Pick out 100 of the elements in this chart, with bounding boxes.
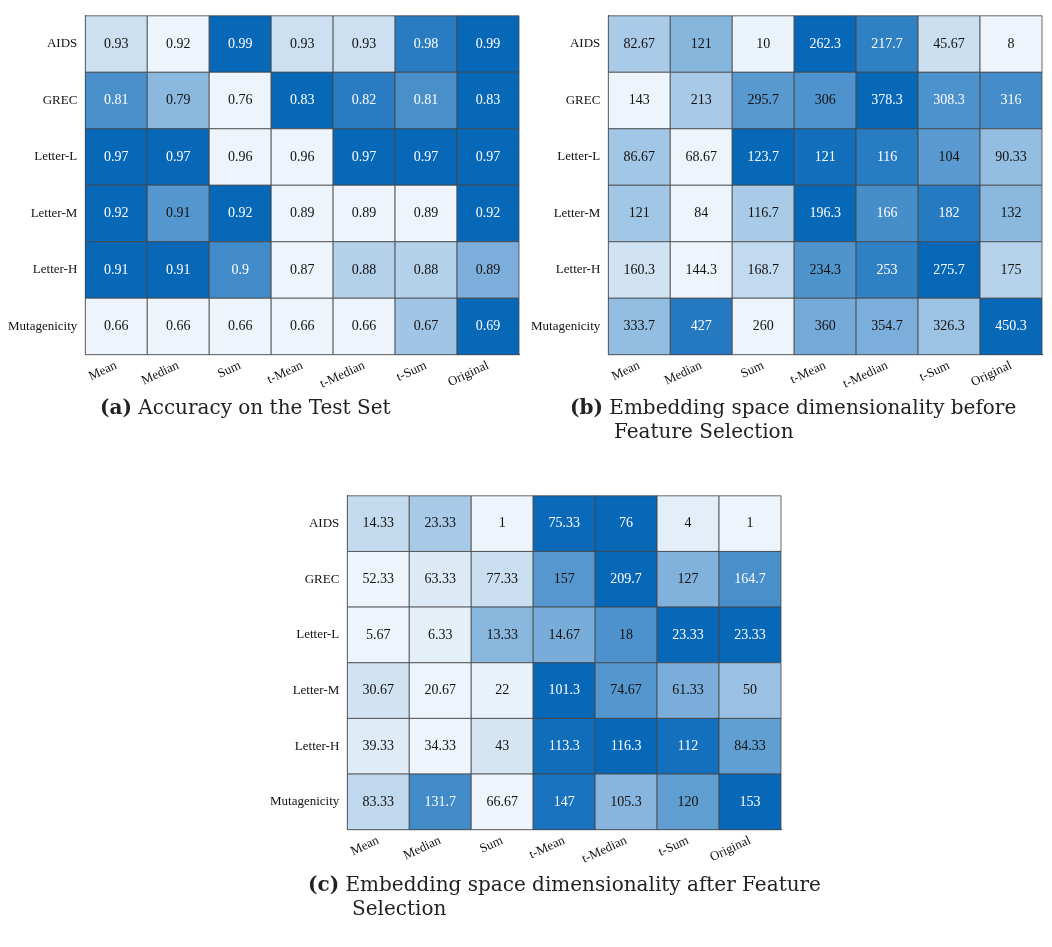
data-label: 1: [498, 515, 506, 531]
data-label: 84: [694, 205, 709, 221]
data-label: 120: [677, 793, 699, 809]
data-label: 153: [739, 793, 761, 809]
x-tick-label: t-Sum: [655, 832, 691, 860]
data-label: 217.7: [871, 35, 903, 51]
data-label: 0.82: [351, 92, 377, 108]
data-label: 0.66: [351, 318, 377, 334]
data-label: 112: [677, 737, 699, 753]
y-tick-label: Letter-H: [32, 261, 78, 277]
y-tick-label: Letter-M: [292, 682, 340, 698]
data-label: 74.67: [610, 682, 642, 698]
data-label: 0.97: [104, 148, 129, 164]
data-label: 0.66: [166, 318, 191, 334]
y-tick-label: GREC: [304, 570, 340, 586]
data-label: 76: [619, 515, 634, 531]
data-label: 0.92: [104, 205, 129, 221]
data-label: 0.83: [475, 92, 501, 108]
data-label: 0.87: [289, 261, 315, 277]
data-label: 144.3: [685, 261, 717, 277]
data-label: 105.3: [610, 793, 642, 809]
data-label: 164.7: [734, 570, 766, 586]
y-tick-label: GREC: [565, 91, 601, 107]
data-label: 0.96: [227, 148, 253, 164]
data-label: 196.3: [809, 205, 841, 221]
data-label: 182: [938, 205, 960, 221]
data-label: 275.7: [933, 261, 965, 277]
data-label: 0.67: [413, 318, 439, 334]
data-label: 63.33: [424, 570, 456, 586]
data-label: 0.92: [166, 35, 191, 51]
y-tick-label: AIDS: [308, 515, 340, 531]
data-label: 0.66: [289, 318, 315, 334]
x-tick-label: Mean: [85, 356, 120, 384]
data-label: 0.81: [104, 92, 129, 108]
data-label: 0.89: [413, 205, 439, 221]
data-label: 234.3: [809, 261, 841, 277]
data-label: 262.3: [809, 35, 841, 51]
data-label: 50: [743, 682, 758, 698]
data-label: 0.83: [289, 92, 315, 108]
data-label: 132: [1000, 205, 1022, 221]
data-label: 121: [690, 35, 712, 51]
data-label: 306: [814, 92, 836, 108]
y-tick-label: Letter-H: [294, 737, 340, 753]
data-label: 22: [495, 682, 510, 698]
x-tick-label: t-Mean: [526, 831, 568, 862]
data-label: 360: [814, 318, 836, 334]
data-label: 147: [553, 793, 575, 809]
data-label: 84.33: [734, 737, 766, 753]
x-tick-label: t-Mean: [264, 356, 306, 387]
data-label: 0.81: [413, 92, 439, 108]
data-label: 0.76: [227, 92, 253, 108]
data-label: 86.67: [623, 148, 656, 164]
data-label: 0.97: [351, 148, 377, 164]
data-label: 131.7: [424, 793, 456, 809]
data-label: 30.67: [362, 682, 395, 698]
data-label: 83.33: [362, 793, 395, 809]
data-label: 0.89: [351, 205, 377, 221]
x-tick-label: t-Mean: [787, 356, 829, 387]
data-label: 116.3: [610, 737, 642, 753]
data-label: 52.33: [362, 570, 395, 586]
data-label: 450.3: [995, 318, 1027, 334]
text: (a) Accuracy on the Test Set: [100, 395, 392, 419]
data-label: 0.66: [104, 318, 129, 334]
data-label: 0.69: [475, 318, 501, 334]
data-label: 354.7: [871, 318, 903, 334]
data-label: 43: [495, 737, 510, 753]
data-label: 45.67: [933, 35, 965, 51]
x-tick-label: Sum: [737, 357, 766, 381]
data-label: 82.67: [623, 35, 656, 51]
y-tick-label: AIDS: [569, 35, 601, 51]
data-label: 326.3: [933, 318, 965, 334]
data-label: 316: [1000, 92, 1022, 108]
x-tick-label: t-Sum: [916, 357, 952, 385]
x-tick-label: Mean: [608, 356, 643, 384]
text: (c) Embedding space dimensionality after Feature Selection: [308, 872, 822, 920]
y-tick-label: Mutagenicity: [530, 317, 601, 333]
data-label: 14.33: [362, 515, 395, 531]
data-label: 13.33: [486, 626, 518, 642]
data-label: 0.93: [104, 35, 129, 51]
y-tick-label: Letter-M: [30, 204, 78, 220]
data-label: 5.67: [366, 626, 391, 642]
data-label: 253: [876, 261, 898, 277]
x-tick-label: Median: [400, 831, 444, 863]
data-label: 260: [752, 318, 774, 334]
data-label: 1: [746, 515, 754, 531]
data-label: 0.92: [227, 205, 253, 221]
data-label: 0.91: [166, 205, 191, 221]
data-label: 6.33: [428, 626, 453, 642]
x-tick-label: Sum: [476, 832, 505, 856]
data-label: 295.7: [747, 92, 779, 108]
data-label: 0.91: [166, 261, 191, 277]
data-label: 23.33: [424, 515, 456, 531]
x-tick-label: Sum: [214, 357, 243, 381]
data-label: 123.7: [747, 148, 779, 164]
y-tick-label: Letter-H: [555, 261, 601, 277]
data-label: 116: [876, 148, 898, 164]
data-label: 0.97: [413, 148, 439, 164]
data-label: 127: [677, 570, 699, 586]
data-label: 0.89: [289, 205, 315, 221]
data-label: 0.99: [227, 35, 253, 51]
